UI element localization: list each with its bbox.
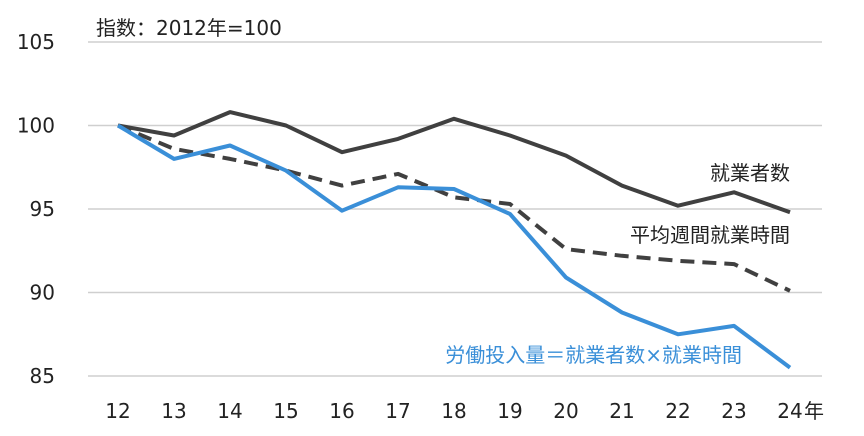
series-label-2: 労働投入量＝就業者数×就業時間 xyxy=(445,343,742,367)
series-lines xyxy=(116,110,792,370)
x-tick-label: 24 xyxy=(777,399,802,423)
series-line-0 xyxy=(117,110,791,215)
x-tick-label: 16 xyxy=(329,399,354,423)
series-label-0: 就業者数 xyxy=(710,161,790,185)
x-tick-label: 14 xyxy=(217,399,242,423)
y-tick-label: 95 xyxy=(30,197,55,221)
x-tick-label: 22 xyxy=(665,399,690,423)
x-tick-label: 20 xyxy=(553,399,578,423)
series-line-2 xyxy=(116,123,792,370)
x-tick-label: 19 xyxy=(497,399,522,423)
x-tick-label: 21 xyxy=(609,399,634,423)
x-tick-label: 15 xyxy=(273,399,298,423)
y-tick-label: 100 xyxy=(17,114,55,138)
x-unit-label: 年 xyxy=(804,399,824,423)
y-tick-label: 85 xyxy=(30,364,55,388)
y-tick-label: 105 xyxy=(17,30,55,54)
y-axis-tick-labels: 105 100 95 90 85 xyxy=(17,30,55,388)
series-line-1 xyxy=(117,123,791,293)
x-tick-label: 13 xyxy=(161,399,186,423)
series-label-1: 平均週間就業時間 xyxy=(630,223,790,247)
index-note: 指数：2012年=100 xyxy=(96,16,282,40)
x-tick-label: 18 xyxy=(441,399,466,423)
x-tick-label: 17 xyxy=(385,399,410,423)
x-axis-tick-labels: 12 13 14 15 16 17 18 19 20 21 22 23 24 年 xyxy=(105,399,824,423)
x-tick-label: 12 xyxy=(105,399,130,423)
x-tick-label: 23 xyxy=(721,399,746,423)
gridlines xyxy=(88,41,822,377)
y-tick-label: 90 xyxy=(30,281,55,305)
